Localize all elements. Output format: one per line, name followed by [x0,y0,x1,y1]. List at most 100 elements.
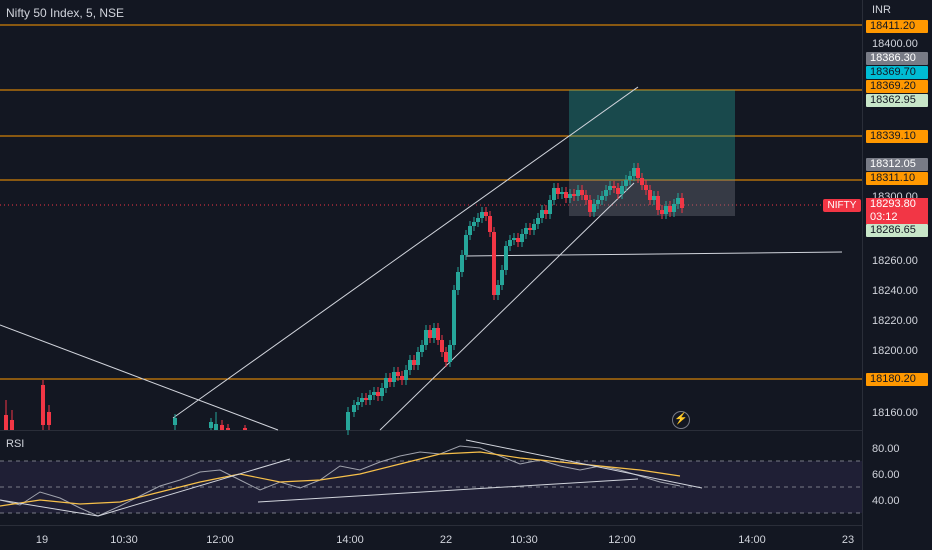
candle-body [384,378,388,388]
candle-body [360,398,364,402]
time-axis[interactable]: 19 10:30 12:00 14:00 22 10:30 12:00 14:00 23 [36,534,854,546]
candle-body [173,418,177,425]
candle-body [528,228,532,230]
candle-body [564,192,568,198]
candle-body [572,194,576,196]
candle-body [624,180,628,186]
rsi-trendlines[interactable] [0,439,703,517]
price-level-tag: 18339.10 [866,130,928,143]
candle-body [524,228,528,234]
candle-body [592,204,596,212]
price-axis-label: 18260.00 [872,255,918,267]
candle-body [209,422,213,428]
candle-body [664,206,668,214]
candle-body [400,376,404,380]
candle-body [424,330,428,345]
rsi-trendline [257,478,639,503]
rsi-axis[interactable]: 80.00 60.00 40.00 [872,443,900,507]
candle-body [612,186,616,188]
rsi-title[interactable]: RSI [6,438,25,450]
price-level-tag: 18369.70 [866,66,928,79]
candle-body [656,196,660,210]
candle-body [484,212,488,216]
candle-body [532,224,536,230]
candle-body [672,204,676,212]
time-axis-label: 14:00 [738,534,766,546]
candle-body [500,270,504,285]
candle-body [243,428,247,430]
time-axis-label: 23 [842,534,854,546]
price-level-tag: 18312.05 [866,158,928,171]
rsi-trendline [97,458,291,517]
flash-icon[interactable]: ⚡ [672,411,690,429]
price-level-tag: 18311.10 [866,172,928,185]
candle-body [648,190,652,200]
currency-label[interactable]: INR [872,4,891,16]
candle-body [504,246,508,270]
candle-body [560,192,564,194]
horizontal-levels[interactable] [0,24,862,380]
candle-body [420,345,424,352]
price-level-tag: 18362.95 [866,94,928,107]
candle-body [444,352,448,362]
rsi-axis-label: 80.00 [872,443,900,455]
candle-body [352,405,356,412]
trendlines[interactable] [0,86,843,431]
candle-body [480,212,484,218]
price-axis-label: 18220.00 [872,315,918,327]
bar-countdown: 03:12 [870,211,898,223]
candle-body [620,186,624,194]
symbol-legend[interactable]: Nifty 50 Index, 5, NSE [6,6,125,20]
time-axis-label: 14:00 [336,534,364,546]
candle-body [516,238,520,242]
time-axis-label: 10:30 [110,534,138,546]
candle-body [4,415,8,430]
support-line [465,251,843,257]
candle-body [636,168,640,178]
candle-body [568,194,572,198]
last-price-tag: 18293.80 03:12 [866,198,928,224]
last-price-value: 18293.80 [870,198,916,210]
candle-body [580,190,584,195]
candle-body [460,255,464,272]
candle-body [464,235,468,255]
candle-body [476,218,480,222]
candle-body [416,352,420,365]
candle-body [448,345,452,362]
time-axis-label: 22 [440,534,452,546]
candle-body [392,372,396,382]
candle-body [364,398,368,400]
candle-body [492,232,496,295]
price-axis-label: 18200.00 [872,345,918,357]
candle-body [440,340,444,352]
rsi-trendline [465,439,703,489]
rsi-axis-label: 60.00 [872,469,900,481]
price-level-tag: 18286.65 [866,224,928,237]
candle-body [588,200,592,212]
rsi-trendline [0,499,99,517]
candle-body [616,188,620,194]
price-axis-label: 18240.00 [872,285,918,297]
candle-body [436,328,440,340]
candles[interactable] [4,163,684,435]
candle-body [552,188,556,200]
candle-body [368,395,372,400]
price-level-tag: 18411.20 [866,20,928,33]
candle-body [536,218,540,224]
candle-body [396,372,400,376]
time-axis-label: 12:00 [206,534,234,546]
candle-body [404,370,408,380]
rsi-band [0,461,862,513]
candle-body [608,186,612,190]
target-zone[interactable] [569,90,735,180]
price-axis-label: 18160.00 [872,407,918,419]
candle-body [640,178,644,185]
candle-body [372,392,376,395]
candle-body [468,226,472,235]
channel-upper-line [172,86,639,419]
price-level-tag: 18386.30 [866,52,928,65]
candle-body [628,176,632,180]
candle-body [376,392,380,396]
candle-body [584,195,588,200]
